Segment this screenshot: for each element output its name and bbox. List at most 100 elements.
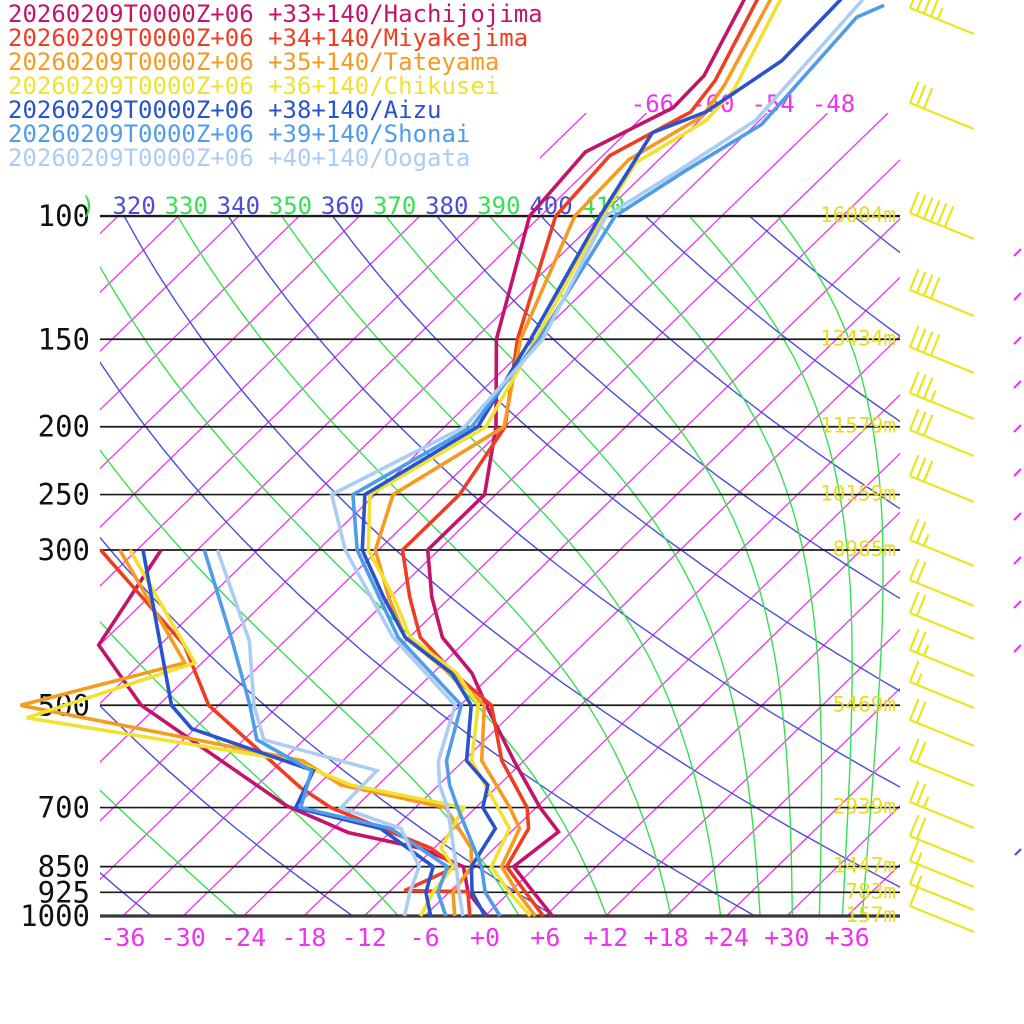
wind-barb-feather (908, 408, 920, 431)
dry-adiabat-line (748, 216, 900, 337)
wind-barb-feather (922, 0, 931, 15)
wind-barbs (908, 0, 975, 934)
wind-barb-staff (909, 101, 975, 131)
moist-adiabat-line (100, 449, 520, 916)
edge-dash-magenta (1013, 644, 1022, 653)
moist-adiabat-line (688, 216, 853, 916)
wind-barb-feather (915, 271, 927, 294)
temp-axis-label: +6 (530, 923, 560, 952)
wind-barb (908, 738, 975, 788)
moist-adiabat-label: 350 (269, 192, 312, 220)
wind-barb (908, 81, 975, 131)
edge-dash-magenta (1013, 600, 1022, 609)
wind-barb-half-feather (922, 534, 930, 547)
isotherm-line (605, 113, 900, 916)
wind-barb (908, 191, 975, 241)
pressure-label: 300 (38, 533, 90, 567)
wind-barb-half-feather (936, 7, 944, 20)
pressure-label: 100 (38, 199, 90, 233)
edge-dash-magenta (1013, 292, 1022, 301)
wind-barb-feather (915, 817, 927, 840)
dry-adiabat-line (644, 216, 900, 423)
wind-barb-feather (908, 591, 920, 614)
isotherm-label: -66 (631, 90, 674, 118)
altitude-label: 16004m (820, 203, 896, 227)
dewpoint-trace-shonai (202, 549, 450, 917)
wind-barb-feather (908, 371, 920, 394)
wind-barb (908, 628, 975, 678)
wind-barb-half-feather (929, 390, 937, 402)
dry-adiabat-label: 340 (217, 192, 260, 220)
wind-barb-staff (909, 718, 975, 748)
isotherm-line (182, 113, 900, 916)
wind-barb-feather (908, 81, 920, 104)
isotherm-line (100, 113, 466, 916)
pressure-label: 200 (38, 410, 90, 444)
isotherm-line (100, 113, 527, 916)
wind-barb-feather (915, 594, 927, 617)
pressure-label: 850 (38, 850, 90, 884)
wind-barb (908, 839, 975, 889)
wind-barb-feather (915, 741, 927, 764)
edge-dash-magenta (1013, 512, 1022, 521)
dewpoint-trace-hachijojima (96, 549, 489, 918)
wind-barb-feather (915, 783, 927, 806)
wind-barb (908, 591, 975, 641)
isotherm-line (100, 113, 587, 916)
isotherm-line (303, 113, 900, 916)
wind-barb-staff (909, 211, 975, 241)
isotherm-line (363, 113, 900, 916)
dry-adiabat-line (227, 216, 900, 788)
temp-axis-label: -18 (281, 923, 326, 952)
wind-barb (908, 518, 975, 568)
wind-barb-feather (922, 377, 934, 400)
temperature-trace-miyakejima (400, 0, 760, 918)
wind-barb-feather (943, 205, 955, 228)
wind-barb-feather (908, 191, 920, 214)
dry-adiabat-line (123, 216, 900, 888)
station-traces (20, 0, 885, 918)
isotherm-line (100, 113, 285, 916)
moist-adiabat-line (385, 216, 761, 916)
wind-barb-staff (909, 680, 975, 710)
isotherm-grid (100, 113, 1024, 916)
dewpoint-trace-tateyama (20, 549, 474, 917)
wind-barb-half-feather (922, 644, 930, 657)
wind-barb-feather (915, 411, 927, 434)
wind-barb-staff (909, 834, 975, 864)
wind-barb (908, 408, 975, 458)
wind-barb-half-feather (915, 673, 923, 686)
wind-barb-feather (922, 197, 934, 220)
wind-barb (908, 268, 975, 318)
wind-barb-feather (908, 884, 920, 907)
temp-axis-label: -30 (161, 923, 206, 952)
wind-barb (908, 558, 975, 608)
wind-barb-feather (929, 200, 941, 222)
isotherm-line (665, 113, 900, 916)
moist-adiabat-line (100, 265, 608, 916)
wind-barb (908, 371, 975, 421)
wind-barb (908, 814, 975, 864)
moist-adiabat-label: 370 (373, 192, 416, 220)
wind-barb-feather (922, 87, 934, 110)
temp-axis-label: +30 (764, 923, 809, 952)
edge-dash-magenta (1013, 248, 1022, 257)
wind-barb-feather (908, 814, 920, 837)
altitude-label: 10159m (820, 482, 896, 506)
legend-entry-shonai: 20260209T0000Z+06 +39+140/Shonai (8, 120, 471, 148)
temperature-trace-tateyama (373, 0, 773, 918)
legend-entry-chikusei: 20260209T0000Z+06 +36+140/Chikusei (8, 72, 500, 100)
wind-barb-feather (908, 628, 920, 651)
isotherm-line (908, 113, 1024, 916)
pressure-grid: 100150200250300500700850925100016004m134… (20, 199, 900, 933)
temp-axis-label: +24 (704, 923, 749, 952)
wind-barb-staff (909, 758, 975, 788)
wind-barb-feather (908, 698, 920, 721)
altitude-label: 1447m (833, 854, 896, 878)
moist-adiabat-line (777, 216, 884, 916)
altitude-label: 5469m (833, 692, 896, 716)
wind-barb-staff (909, 800, 975, 830)
wind-barb-feather (908, 325, 920, 348)
